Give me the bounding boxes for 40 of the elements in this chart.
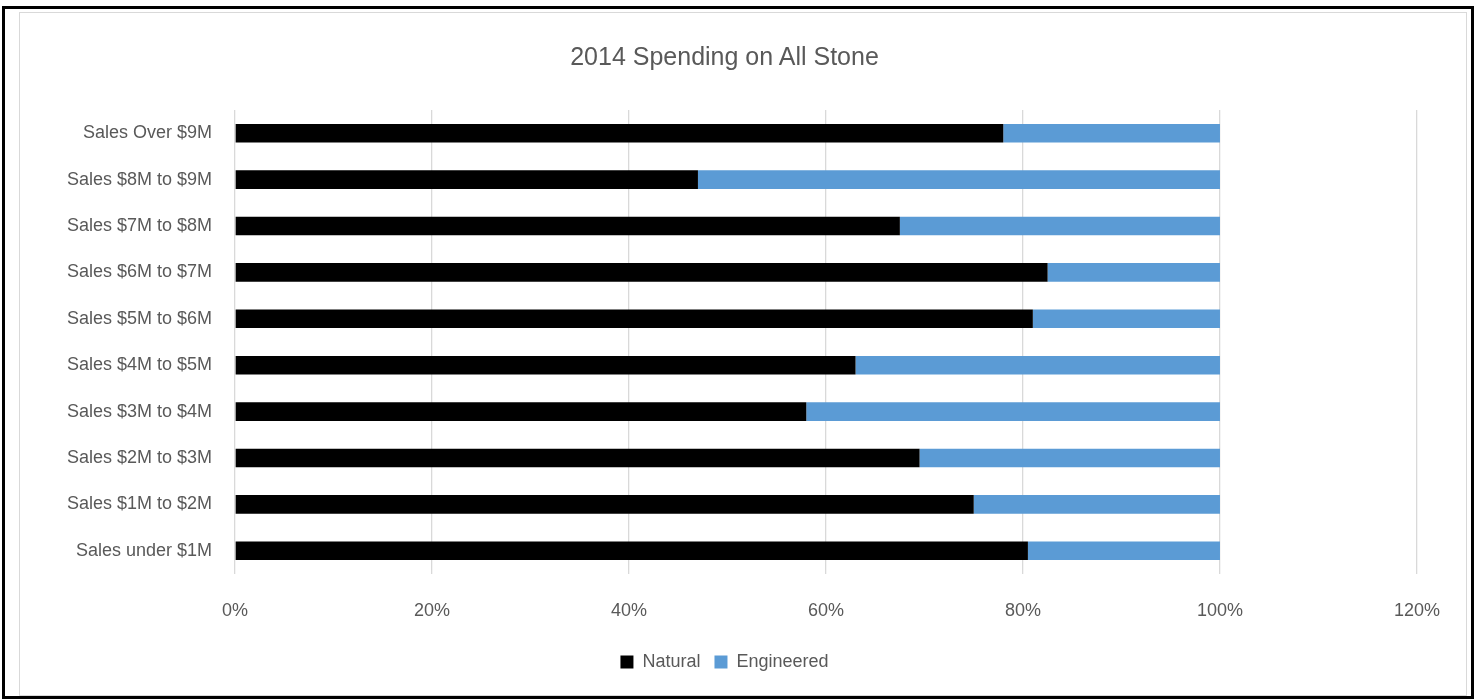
y-tick-label: Sales $4M to $5M — [66, 354, 212, 375]
x-tick-label: 0% — [221, 599, 249, 620]
y-tick-label: Sales $6M to $7M — [66, 261, 212, 282]
bar — [899, 216, 1220, 236]
bar — [806, 402, 1220, 421]
x-tick-label: 80% — [1004, 599, 1041, 620]
bar — [235, 216, 900, 236]
chart-title: 2014 Spending on All Stone — [570, 41, 879, 70]
y-tick-label: Sales $1M to $2M — [66, 493, 212, 514]
bar — [235, 541, 1028, 561]
x-tick-label: 100% — [1196, 599, 1244, 620]
y-tick-label: Sales under $1M — [75, 539, 212, 560]
y-tick-label: Sales $3M to $4M — [66, 400, 212, 421]
x-tick-label: 20% — [413, 599, 451, 620]
legend-label: Natural — [642, 650, 701, 671]
bar — [235, 402, 807, 421]
bar — [973, 495, 1220, 514]
bar — [235, 263, 1048, 282]
x-tick-label: 60% — [807, 599, 845, 620]
bar — [855, 355, 1220, 375]
bar — [1032, 309, 1220, 329]
x-tick-label: 40% — [610, 599, 648, 620]
bar — [235, 355, 856, 375]
bar — [1047, 263, 1220, 282]
bar — [235, 123, 1004, 143]
bar — [1027, 541, 1220, 561]
bar — [235, 170, 698, 189]
bar — [1003, 123, 1220, 143]
y-tick-label: Sales $8M to $9M — [66, 168, 212, 189]
x-tick-label: 120% — [1393, 599, 1440, 620]
bar — [235, 309, 1033, 329]
y-tick-label: Sales $7M to $8M — [66, 214, 212, 235]
bar — [919, 448, 1220, 468]
y-tick-label: Sales $2M to $3M — [66, 446, 212, 467]
bar — [235, 495, 974, 514]
y-tick-label: Sales $5M to $6M — [66, 307, 212, 328]
legend-label: Engineered — [736, 650, 829, 671]
bar — [235, 448, 920, 468]
bar — [697, 170, 1220, 189]
y-tick-label: Sales Over $9M — [82, 122, 212, 143]
